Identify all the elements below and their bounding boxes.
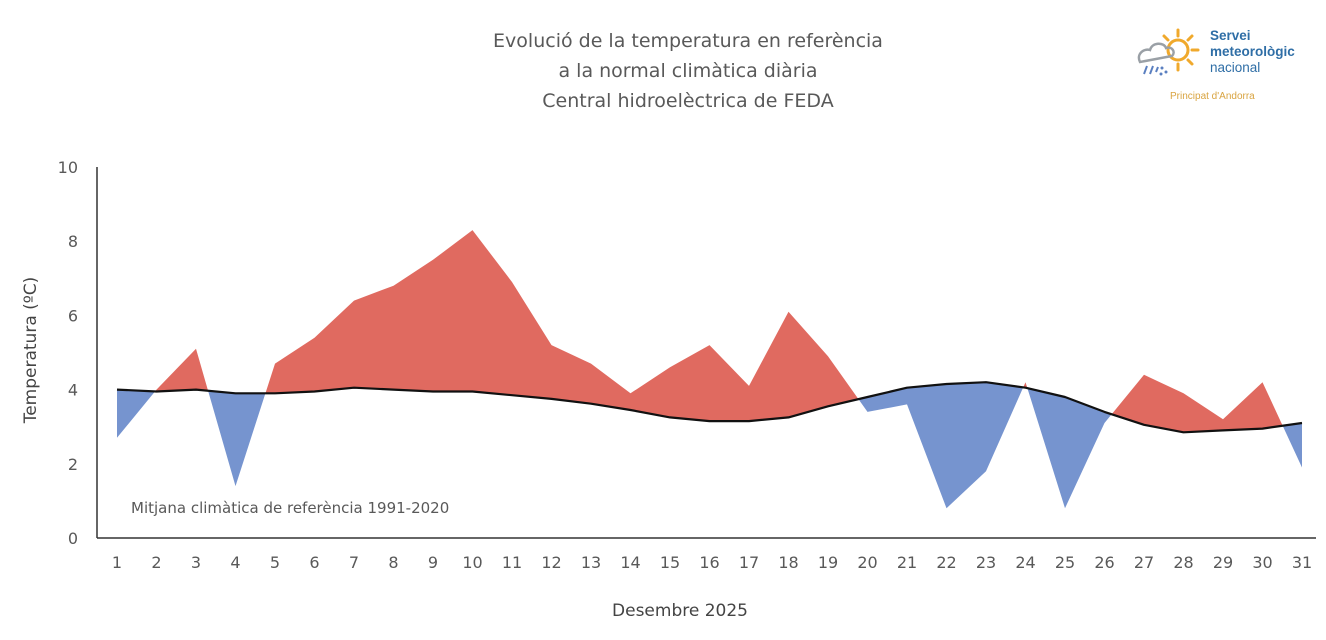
- logo-line-2: meteorològic: [1210, 44, 1295, 59]
- sun-cloud-rain-icon: [1137, 28, 1200, 76]
- x-tick-label: 25: [1055, 553, 1075, 572]
- x-axis-label: Desembre 2025: [612, 601, 748, 621]
- x-tick-label: 3: [191, 553, 201, 572]
- logo-line-1: Servei: [1210, 28, 1251, 43]
- x-tick-label: 19: [818, 553, 838, 572]
- x-tick-label: 10: [462, 553, 482, 572]
- x-tick-label: 20: [857, 553, 877, 572]
- x-tick-label: 21: [897, 553, 917, 572]
- x-tick-label: 29: [1213, 553, 1233, 572]
- x-tick-label: 22: [936, 553, 956, 572]
- x-tick-label: 18: [778, 553, 798, 572]
- y-tick-label: 8: [68, 232, 78, 251]
- x-tick-label: 24: [1015, 553, 1035, 572]
- x-tick-label: 5: [270, 553, 280, 572]
- above-normal-area: [117, 230, 1302, 433]
- title-line-2: a la normal climàtica diària: [558, 60, 818, 82]
- title-line-1: Evolució de la temperatura en referència: [493, 30, 883, 52]
- x-tick-label: 23: [976, 553, 996, 572]
- y-axis-label: Temperatura (ºC): [21, 277, 41, 425]
- x-tick-label: 4: [230, 553, 240, 572]
- x-tick-label: 8: [388, 553, 398, 572]
- x-tick-label: 2: [151, 553, 161, 572]
- x-tick-label: 17: [739, 553, 759, 572]
- chart-title: Evolució de la temperatura en referència…: [388, 26, 988, 116]
- y-tick-label: 10: [58, 158, 78, 177]
- x-tick-label: 1: [112, 553, 122, 572]
- x-tick-label: 27: [1134, 553, 1154, 572]
- x-tick-label: 6: [309, 553, 319, 572]
- x-tick-label: 12: [541, 553, 561, 572]
- x-tick-label: 9: [428, 553, 438, 572]
- normal-annotation: Mitjana climàtica de referència 1991-202…: [131, 499, 449, 517]
- x-tick-label: 7: [349, 553, 359, 572]
- y-tick-label: 4: [68, 381, 78, 400]
- x-tick-label: 30: [1252, 553, 1272, 572]
- x-tick-label: 31: [1292, 553, 1312, 572]
- logo-line-3: nacional: [1210, 60, 1261, 75]
- x-tick-label: 13: [581, 553, 601, 572]
- logo-subtitle: Principat d'Andorra: [1170, 91, 1255, 102]
- x-tick-label: 16: [699, 553, 719, 572]
- y-tick-label: 2: [68, 455, 78, 474]
- normal-line: [116, 381, 1303, 434]
- smn-logo: Servei meteorològic nacional Principat d…: [1134, 26, 1324, 116]
- y-tick-label: 0: [68, 529, 78, 548]
- title-line-3: Central hidroelèctrica de FEDA: [542, 90, 834, 112]
- x-tick-label: 11: [502, 553, 522, 572]
- x-tick-label: 28: [1173, 553, 1193, 572]
- x-tick-label: 15: [660, 553, 680, 572]
- y-tick-label: 6: [68, 306, 78, 325]
- x-tick-label: 26: [1094, 553, 1114, 572]
- x-tick-label: 14: [620, 553, 640, 572]
